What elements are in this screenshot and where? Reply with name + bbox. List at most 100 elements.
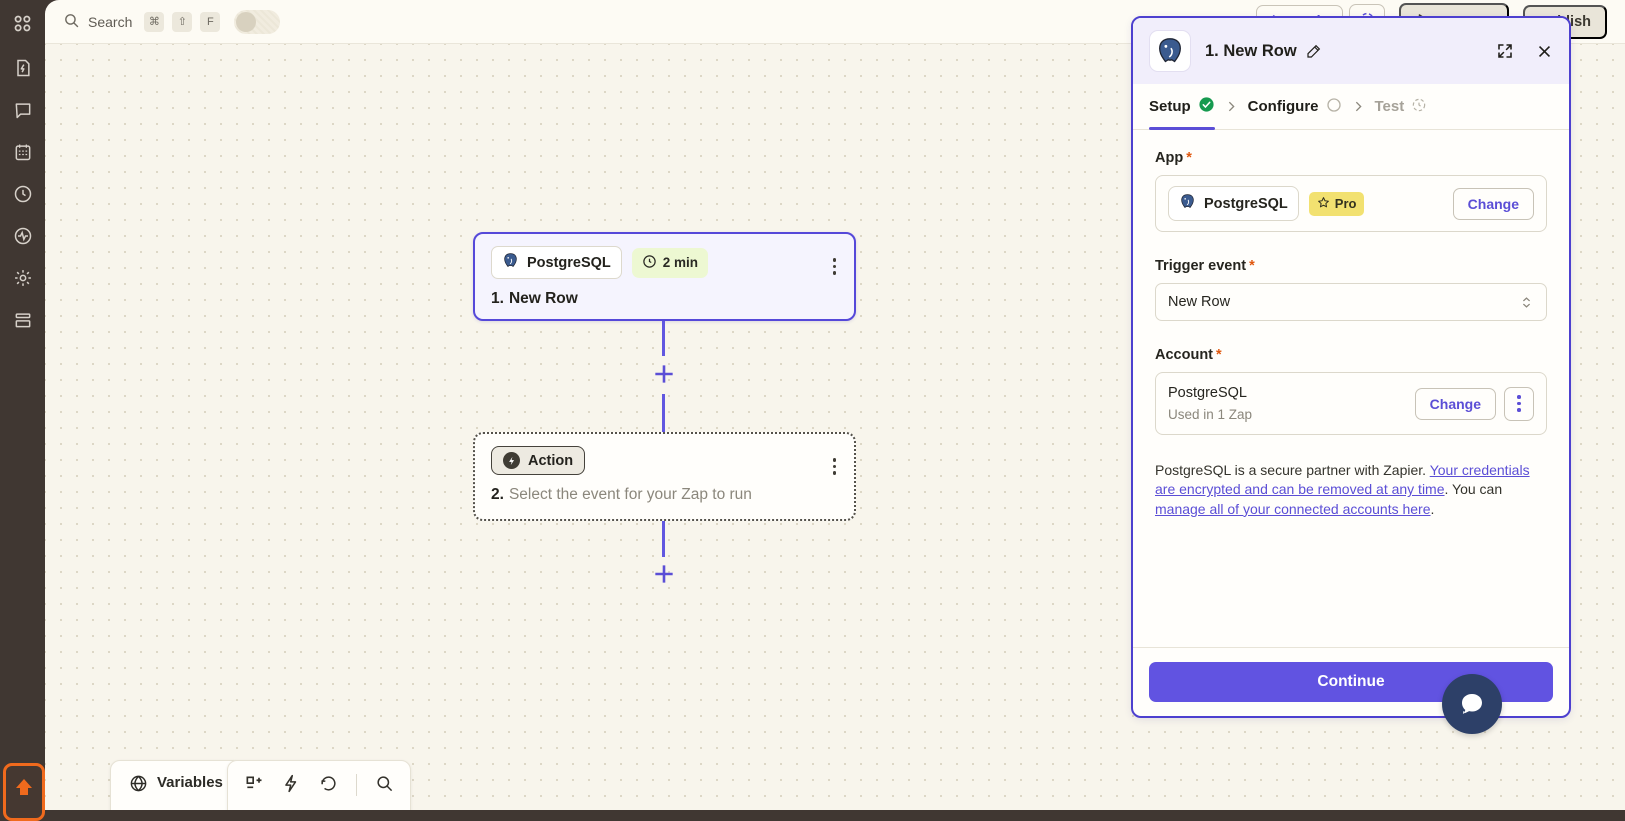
trigger-event-section: Trigger event * New Row (1155, 258, 1547, 321)
required-marker: * (1249, 258, 1255, 274)
chat-bubble-icon (1462, 694, 1482, 715)
expand-panel-icon[interactable] (1496, 42, 1514, 60)
tab-setup-label: Setup (1149, 98, 1191, 115)
tab-configure[interactable]: Configure (1248, 84, 1342, 129)
tab-test[interactable]: Test (1375, 84, 1428, 129)
postgresql-icon (502, 252, 519, 273)
action-bolt-icon (503, 452, 520, 469)
tab-test-label: Test (1374, 98, 1405, 115)
connector-line (662, 521, 665, 557)
inbox-stack-icon[interactable] (13, 310, 33, 330)
credentials-link[interactable]: Your credentials are encrypted and can b… (1155, 462, 1530, 498)
star-icon (1317, 196, 1330, 212)
connector-line (662, 321, 665, 356)
trigger-app-name: PostgreSQL (527, 254, 611, 271)
panel-body: App * PostgreSQL (1133, 130, 1569, 647)
trigger-title: New Row (508, 290, 578, 307)
change-account-button[interactable]: Change (1414, 387, 1496, 420)
topbar-toggle[interactable] (234, 9, 281, 34)
app-section: App * PostgreSQL (1155, 150, 1547, 232)
restore-icon[interactable] (319, 774, 338, 793)
note-text: . You can (1444, 481, 1503, 498)
app-label: App (1155, 150, 1184, 166)
change-app-button[interactable]: Change (1452, 187, 1534, 220)
add-step-button[interactable] (651, 361, 677, 387)
note-text: PostgreSQL is a secure partner with Zapi… (1155, 462, 1430, 478)
search-icon (63, 12, 80, 32)
trigger-event-select[interactable]: New Row (1155, 283, 1547, 321)
account-usage: Used in 1 Zap (1168, 407, 1253, 422)
account-menu-icon[interactable] (1504, 386, 1534, 421)
monitoring-icon[interactable] (13, 226, 33, 246)
search-bar[interactable]: Search ⌘ ⇧ F (63, 9, 281, 34)
manage-accounts-link[interactable]: manage all of your connected accounts he… (1155, 500, 1431, 517)
chevron-right-icon (1352, 100, 1365, 113)
toggle-knob (236, 11, 257, 32)
close-panel-icon[interactable] (1536, 43, 1553, 60)
action-step-number: 2. (491, 486, 504, 503)
apps-grid-icon[interactable] (0, 0, 45, 34)
clock-icon (642, 254, 657, 272)
add-step-button[interactable] (651, 561, 677, 587)
postgresql-icon (1179, 193, 1196, 214)
required-marker: * (1216, 347, 1222, 363)
search-label: Search (88, 13, 133, 30)
panel-footer: Continue (1133, 647, 1569, 716)
shortcut-cmd-key: ⌘ (144, 11, 165, 32)
panel-header: 1. New Row (1133, 18, 1569, 84)
trigger-step-number: 1. (491, 290, 504, 307)
trigger-event-value: New Row (1168, 294, 1231, 310)
edit-title-icon[interactable] (1306, 43, 1322, 59)
tab-configure-label: Configure (1247, 98, 1319, 115)
tab-setup[interactable]: Setup (1149, 84, 1215, 130)
account-name: PostgreSQL (1168, 385, 1247, 401)
chat-icon[interactable] (13, 100, 33, 120)
empty-circle-icon (1326, 97, 1342, 117)
panel-title: 1. New Row (1205, 41, 1297, 60)
settings-gear-icon[interactable] (13, 268, 33, 288)
trigger-node-menu-icon[interactable] (831, 256, 839, 277)
select-chevrons-icon (1519, 295, 1534, 310)
shortcut-f-key: F (200, 11, 221, 32)
trigger-node[interactable]: PostgreSQL 2 min 1. New Row (473, 232, 856, 321)
selected-app-name: PostgreSQL (1204, 195, 1288, 212)
postgresql-app-icon (1149, 30, 1191, 72)
canvas-toolbar (227, 760, 411, 810)
zoom-search-icon[interactable] (375, 774, 394, 793)
shortcut-shift-key: ⇧ (172, 11, 193, 32)
pro-badge: Pro (1308, 191, 1365, 216)
trigger-event-label: Trigger event (1155, 258, 1247, 274)
trigger-app-pill: PostgreSQL (491, 246, 622, 279)
zap-file-icon[interactable] (13, 58, 33, 78)
step-detail-panel: 1. New Row Setup (1131, 16, 1571, 718)
action-badge: Action (491, 446, 586, 475)
selected-app-pill: PostgreSQL (1168, 186, 1299, 221)
calendar-icon[interactable] (13, 142, 33, 162)
arrow-up-logo-icon (16, 779, 32, 795)
check-circle-icon (1198, 96, 1215, 117)
security-note: PostgreSQL is a secure partner with Zapi… (1155, 461, 1547, 519)
globe-icon (129, 774, 148, 797)
bolt-icon[interactable] (282, 774, 301, 793)
toolbar-divider (356, 774, 357, 796)
variables-label: Variables (157, 774, 223, 791)
trigger-duration-badge: 2 min (631, 247, 709, 278)
pending-clock-icon (1411, 97, 1427, 117)
account-section: Account * PostgreSQL Used in 1 Zap Change (1155, 347, 1547, 435)
variables-button[interactable]: Variables (110, 760, 242, 810)
account-label: Account (1155, 347, 1213, 363)
required-marker: * (1186, 150, 1192, 166)
action-badge-label: Action (528, 452, 574, 469)
trigger-duration-label: 2 min (662, 255, 699, 270)
history-clock-icon[interactable] (13, 184, 33, 204)
action-placeholder: Select the event for your Zap to run (508, 486, 752, 503)
panel-tabs: Setup Configure Test (1133, 84, 1569, 130)
zapier-logo-button[interactable] (3, 763, 45, 821)
pro-badge-label: Pro (1334, 196, 1357, 211)
add-note-icon[interactable] (244, 774, 264, 794)
help-chat-button[interactable] (1442, 674, 1502, 734)
action-node-menu-icon[interactable] (831, 456, 839, 477)
note-text: . (1430, 500, 1435, 517)
action-node[interactable]: Action 2. Select the event for your Zap t… (473, 432, 856, 521)
left-sidebar (0, 0, 45, 810)
